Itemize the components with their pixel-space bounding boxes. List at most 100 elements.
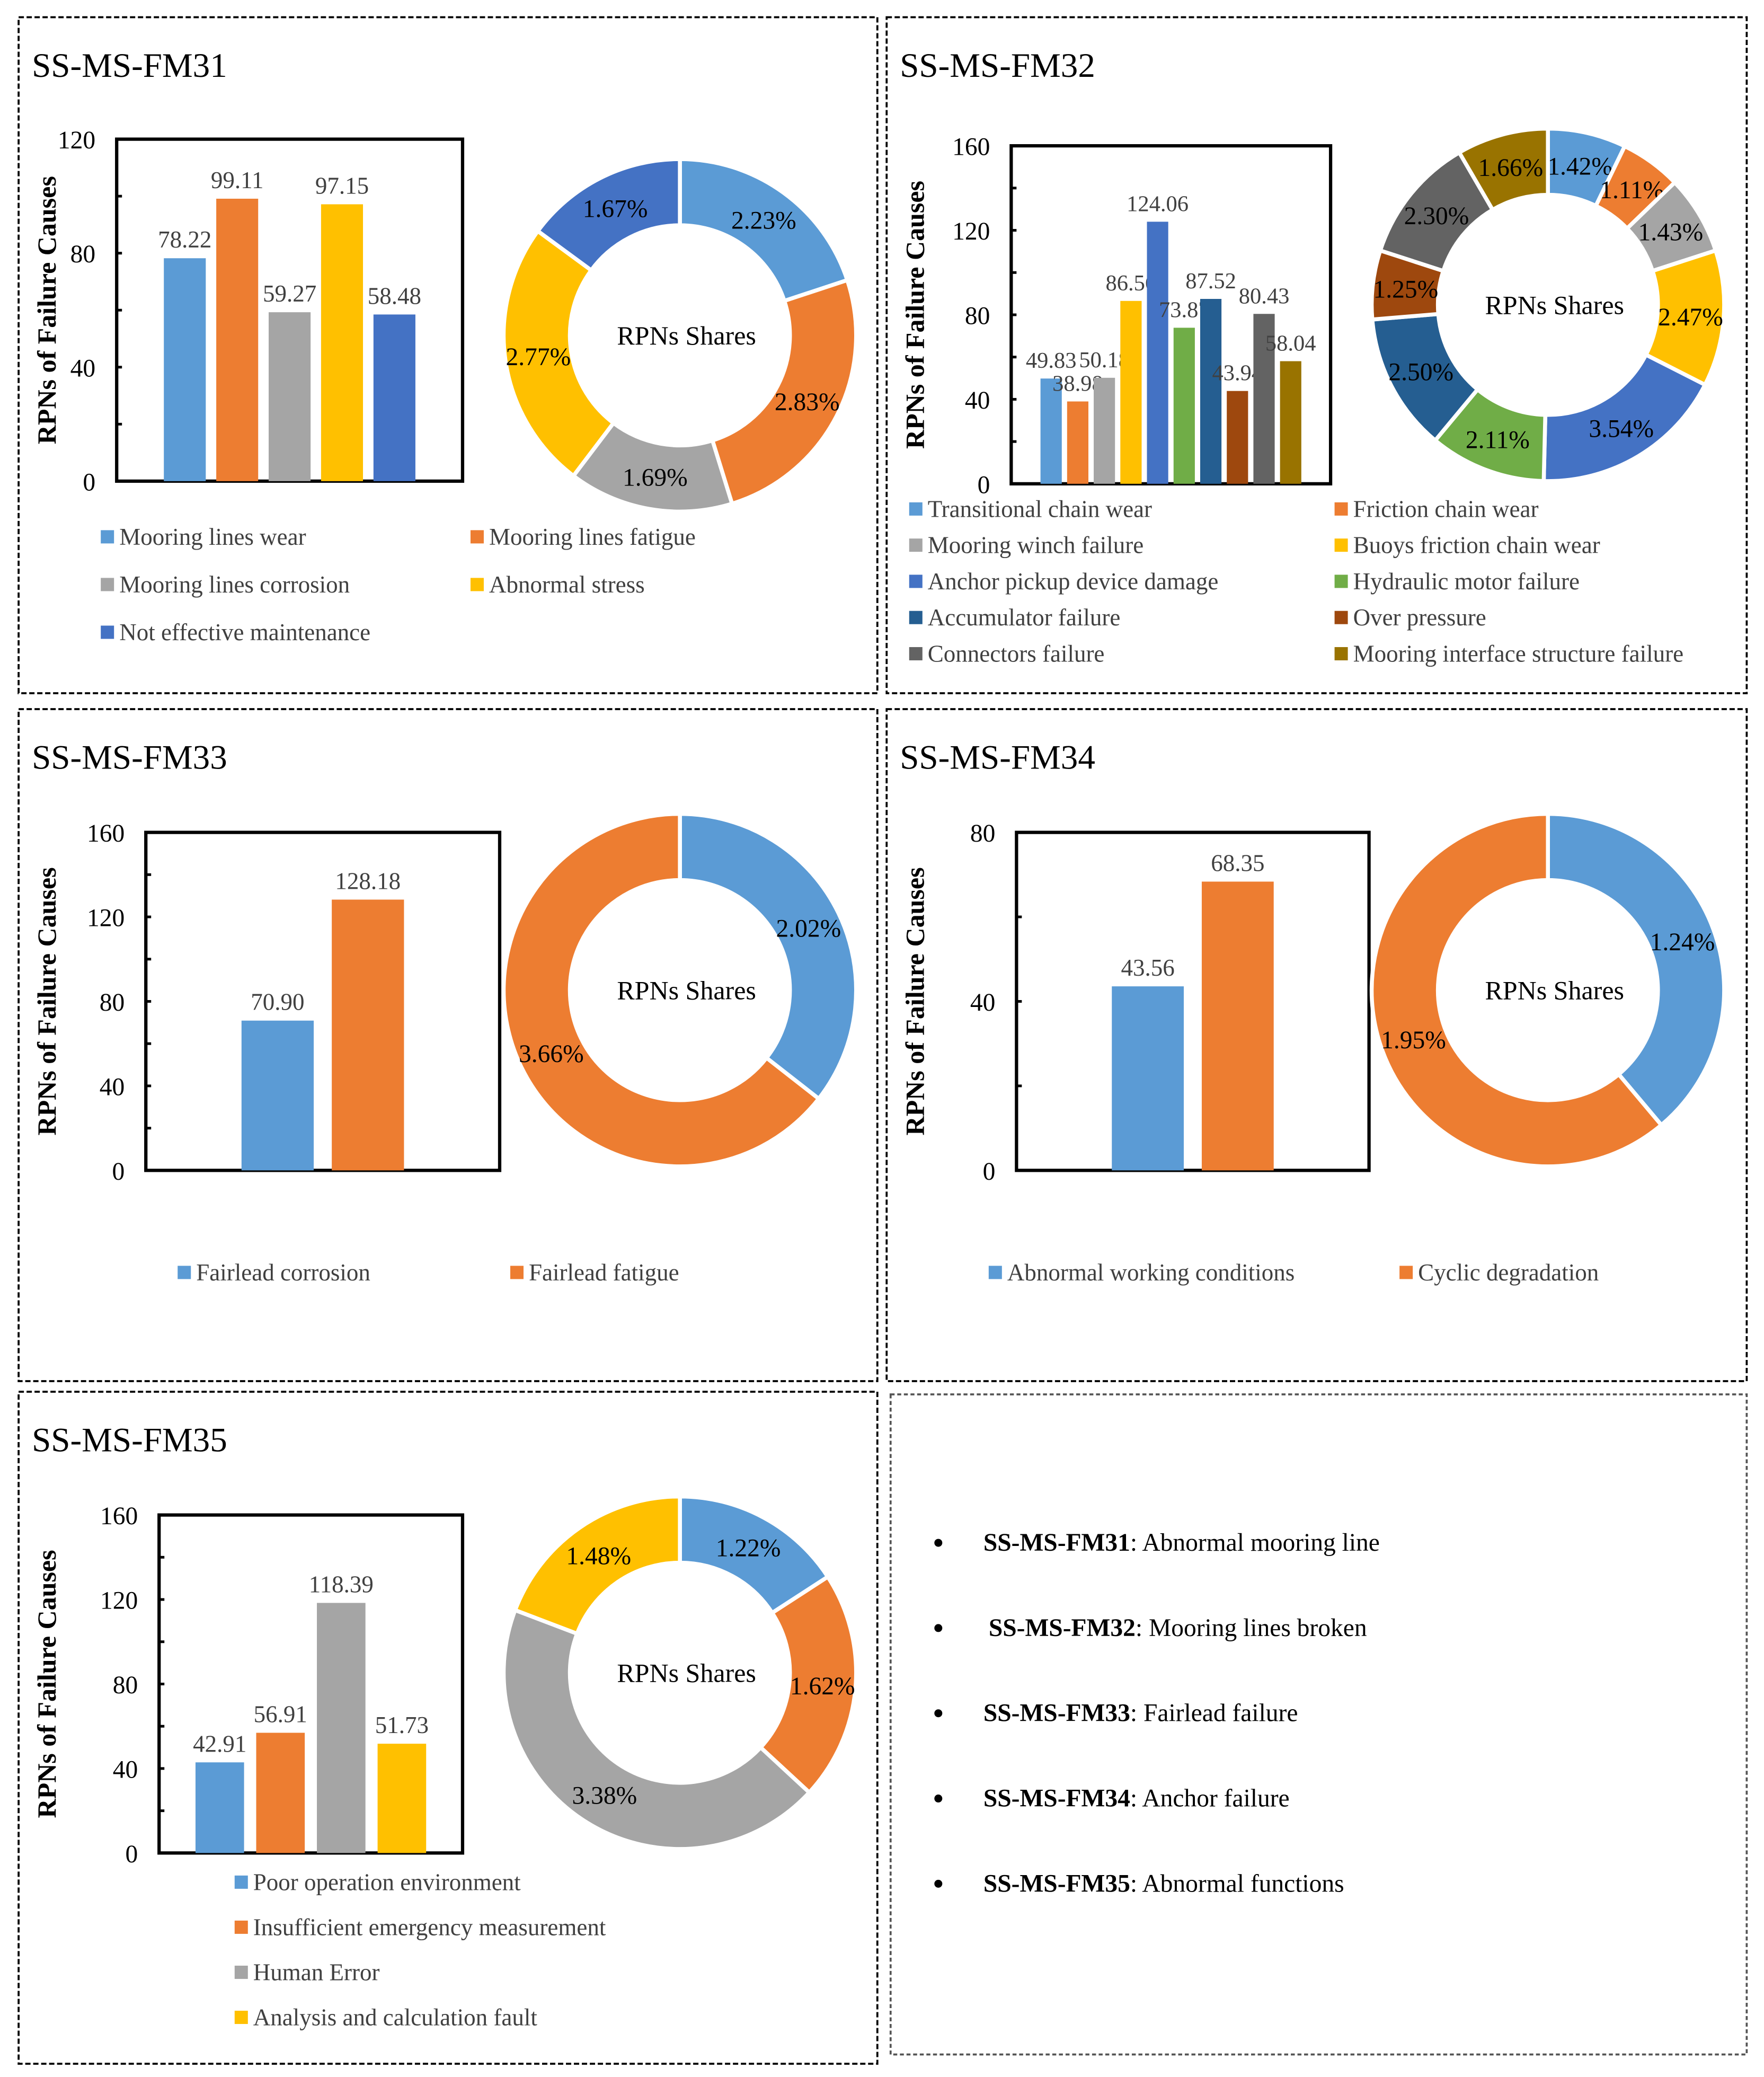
y-tick-label: 0 [983, 1158, 996, 1186]
note-code: SS-MS-FM31 [983, 1529, 1130, 1557]
bar-1 [195, 1762, 244, 1853]
bar-value-label: 58.48 [368, 282, 421, 309]
bar-1 [164, 258, 206, 481]
bullet-icon [934, 1879, 943, 1888]
legend-label: Cyclic degradation [1418, 1259, 1599, 1286]
chart-title: SS-MS-FM33 [32, 739, 227, 777]
bar-value-label: 70.90 [251, 989, 304, 1015]
donut-slice-label: 1.25% [1373, 276, 1439, 304]
donut-slice-1 [1546, 811, 1726, 1128]
y-tick-label: 80 [100, 989, 125, 1017]
bar-value-label: 128.18 [335, 868, 401, 894]
bar-9 [1253, 314, 1275, 484]
legend-item: Fairlead fatigue [510, 1259, 679, 1286]
note-desc: : Mooring lines broken [1136, 1614, 1367, 1642]
chart-panel-ss-ms-fm35: SS-MS-FM35 RPNs of Failure Causes 0 40 80 120… [17, 1391, 879, 2065]
legend-label: Poor operation environment [253, 1869, 521, 1895]
legend-item: Transitional chain wear [909, 496, 1152, 522]
legend-swatch [909, 502, 923, 516]
legend-item: Mooring lines wear [101, 524, 306, 550]
legend-label: Over pressure [1353, 604, 1486, 631]
panel-border [17, 16, 879, 694]
bar-10 [1280, 361, 1301, 484]
donut-slice-label: 2.83% [775, 388, 840, 416]
y-tick-label: 0 [978, 471, 990, 499]
legend-swatch [101, 530, 114, 544]
y-tick-label: 40 [965, 387, 990, 414]
y-tick-label: 0 [125, 1841, 138, 1868]
donut-slice-4 [512, 1494, 682, 1637]
legend-item: Fairlead corrosion [178, 1259, 370, 1286]
chart-title: SS-MS-FM32 [900, 47, 1095, 85]
legend-item: Cyclic degradation [1399, 1259, 1599, 1286]
donut-slice-4 [501, 228, 616, 479]
note-code: SS-MS-FM34 [983, 1785, 1130, 1813]
chart-panel-ss-ms-fm34: SS-MS-FM34 RPNs of Failure Causes 0 40 80 43.… [885, 708, 1748, 1382]
y-axis-label: RPNs of Failure Causes [32, 867, 61, 1135]
donut-slice-label: 1.42% [1547, 153, 1612, 180]
legend-label: Mooring lines wear [119, 524, 306, 550]
legend-label: Abnormal stress [489, 571, 645, 598]
donut-slice-label: 2.47% [1658, 304, 1723, 331]
legend-label: Mooring interface structure failure [1353, 640, 1683, 667]
legend-item: Buoys friction chain wear [1334, 532, 1600, 559]
donut-slice-label: 1.11% [1600, 176, 1664, 204]
legend-item: Abnormal working conditions [988, 1259, 1295, 1286]
donut-slice-label: 1.69% [623, 464, 688, 491]
donut-slice-label: 2.02% [776, 915, 841, 942]
panel-border [17, 1391, 879, 2065]
legend-swatch [1334, 647, 1348, 660]
bar-2 [332, 899, 404, 1171]
legend-label: Fairlead fatigue [529, 1259, 679, 1286]
legend-swatch [1334, 575, 1348, 588]
legend-item: Over pressure [1334, 604, 1486, 631]
note-item: SS-MS-FM34: Anchor failure [983, 1785, 1290, 1813]
legend-item: Human Error [234, 1959, 379, 1985]
chart-title: SS-MS-FM35 [32, 1421, 227, 1460]
donut-slice-label: 2.23% [731, 207, 796, 234]
bar-2 [216, 198, 259, 481]
donut-slice-label: 1.22% [716, 1534, 781, 1562]
legend-label: Buoys friction chain wear [1353, 532, 1600, 559]
donut-center-label: RPNs Shares [617, 1658, 756, 1688]
donut-slice-1 [678, 811, 858, 1102]
bar-value-label: 58.04 [1265, 331, 1316, 356]
donut-slice-label: 3.38% [572, 1782, 637, 1809]
legend-label: Mooring lines corrosion [119, 571, 350, 598]
legend-swatch [101, 625, 114, 639]
donut-slice-label: 1.24% [1650, 929, 1715, 956]
donut-slice-label: 1.48% [566, 1542, 631, 1570]
donut-slice-label: 1.95% [1381, 1027, 1446, 1054]
plot-area [144, 830, 502, 1172]
legend-item: Accumulator failure [909, 604, 1120, 631]
bar-value-label: 78.22 [158, 226, 211, 253]
legend-label: Anchor pickup device damage [928, 568, 1219, 595]
note-desc: : Fairlead failure [1130, 1700, 1298, 1727]
bar-value-label: 124.06 [1127, 191, 1189, 216]
bar-value-label: 68.35 [1211, 850, 1264, 876]
bar-value-label: 99.11 [211, 167, 264, 193]
legend-item: Hydraulic motor failure [1334, 568, 1580, 595]
donut-slice-5 [535, 157, 682, 273]
donut-slice-10 [1456, 126, 1550, 213]
y-axis-label: RPNs of Failure Causes [32, 1550, 61, 1818]
donut-slice-label: 1.62% [790, 1673, 855, 1700]
bar-2 [1067, 401, 1089, 484]
donut-slice-label: 2.77% [506, 343, 571, 371]
donut-slice-label: 2.30% [1404, 202, 1469, 230]
legend-item: Insufficient emergency measurement [234, 1914, 606, 1940]
y-axis-label: RPNs of Failure Causes [900, 867, 929, 1135]
bar-value-label: 56.91 [254, 1701, 307, 1727]
note-item: SS-MS-FM31: Abnormal mooring line [983, 1529, 1380, 1557]
chart-title: SS-MS-FM34 [900, 739, 1095, 777]
legend-label: Transitional chain wear [928, 496, 1152, 522]
legend-swatch [1399, 1266, 1413, 1279]
legend-notes-panel: SS-MS-FM31: Abnormal mooring lineSS-MS-F… [889, 1393, 1748, 2056]
legend-label: Hydraulic motor failure [1353, 568, 1580, 595]
panel-border [17, 708, 879, 1382]
bar-3 [1094, 377, 1115, 484]
bullet-icon [934, 1709, 943, 1718]
legend-label: Connectors failure [928, 640, 1105, 667]
y-tick-label: 160 [100, 1502, 138, 1530]
donut-center-label: RPNs Shares [1485, 290, 1624, 320]
